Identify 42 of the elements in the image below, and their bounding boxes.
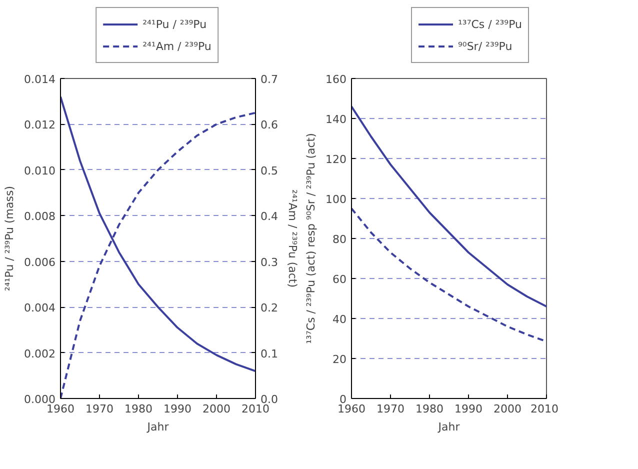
y-tick-label: 140 — [326, 113, 347, 126]
legend-label: ²⁴¹Am / ²³⁹Pu — [142, 40, 212, 52]
y-tick-label: 0.004 — [24, 302, 56, 315]
y2-tick-label: 0.6 — [260, 118, 278, 132]
y2-axis-title: ²⁴¹Am / ²³⁹Pu (act) — [286, 190, 299, 288]
y-tick-label: 40 — [332, 313, 347, 326]
x-tick-label: 1990 — [164, 402, 192, 416]
x-tick-label: 2000 — [202, 402, 231, 416]
x-axis-title: Jahr — [146, 420, 170, 434]
x-tick-label: 1980 — [416, 402, 444, 416]
y-tick-label: 0.006 — [24, 256, 56, 269]
line-series — [352, 106, 546, 308]
line-series — [352, 208, 546, 342]
legend-label: ⁹⁰Sr/ ²³⁹Pu — [458, 40, 512, 52]
y-axis-title: ¹³⁷Cs / ²³⁹Pu (act) resp ⁹⁰Sr / ²³⁹Pu (act) — [304, 133, 318, 344]
y-axis-title: ²⁴¹Pu / ²³⁹Pu (mass) — [3, 186, 16, 291]
legend-label: ¹³⁷Cs / ²³⁹Pu — [458, 18, 522, 30]
x-tick-label: 1980 — [124, 402, 153, 416]
x-tick-label: 1990 — [454, 402, 483, 416]
x-tick-label: 2000 — [494, 402, 522, 416]
y-tick-label: 0.014 — [24, 73, 56, 86]
y2-tick-label: 0.4 — [260, 210, 278, 224]
legend-label: ²⁴¹Pu / ²³⁹Pu — [142, 18, 207, 30]
x-tick-label: 1970 — [86, 402, 114, 416]
x-axis-title: Jahr — [437, 420, 460, 434]
y-tick-label: 80 — [332, 233, 347, 246]
y2-tick-label: 0.2 — [260, 302, 278, 315]
y-tick-label: 0.002 — [24, 347, 56, 360]
y-tick-label: 0.008 — [24, 210, 56, 224]
y-tick-label: 0.010 — [24, 164, 56, 178]
y2-tick-label: 0.3 — [260, 256, 278, 269]
y-tick-label: 20 — [332, 353, 347, 366]
y-tick-label: 60 — [332, 273, 347, 286]
y-tick-label: 160 — [326, 73, 347, 86]
y-tick-label: 100 — [326, 193, 347, 206]
y-tick-label: 120 — [326, 153, 347, 166]
y2-tick-label: 0.7 — [260, 73, 278, 86]
x-tick-label: 2010 — [530, 402, 559, 416]
x-tick-label: 1970 — [376, 402, 405, 416]
y-tick-label: 0.012 — [24, 118, 56, 132]
y2-tick-label: 0.1 — [260, 347, 278, 360]
y2-tick-label: 0.5 — [260, 164, 278, 178]
